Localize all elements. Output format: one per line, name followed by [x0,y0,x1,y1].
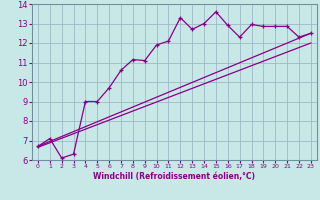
X-axis label: Windchill (Refroidissement éolien,°C): Windchill (Refroidissement éolien,°C) [93,172,255,181]
